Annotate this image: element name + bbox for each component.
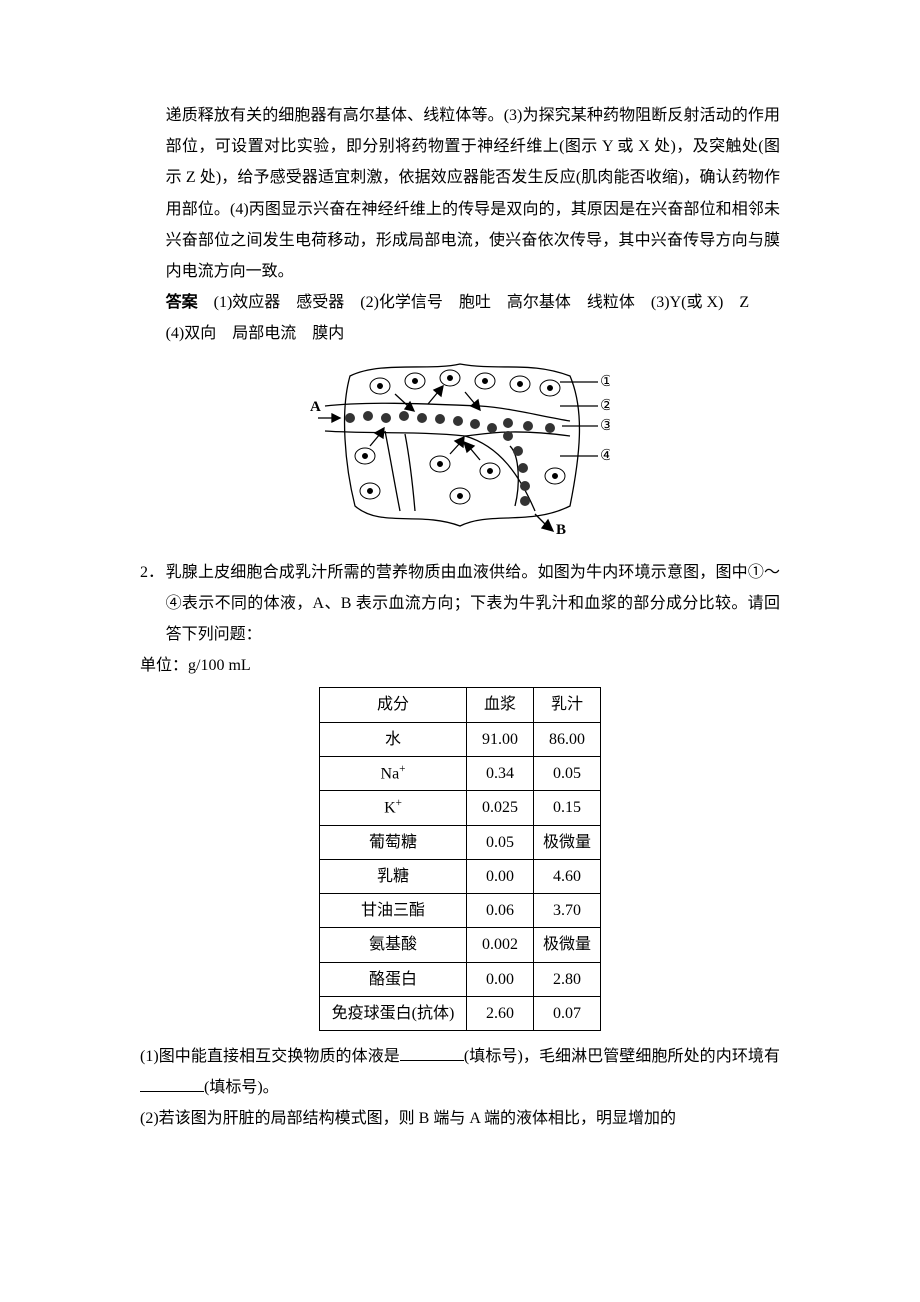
table-row: Na+0.340.05 [320,756,601,791]
answer-text: (1)效应器 感受器 (2)化学信号 胞吐 高尔基体 线粒体 (3)Y(或 X)… [166,294,766,342]
document-page: 递质释放有关的细胞器有高尔基体、线粒体等。(3)为探究某种药物阻断反射活动的作用… [0,0,920,1195]
th-plasma: 血浆 [467,688,534,722]
blank-1 [400,1044,464,1061]
th-milk: 乳汁 [534,688,601,722]
composition-table: 成分 血浆 乳汁 水91.0086.00 Na+0.340.05 K+0.025… [319,687,601,1031]
explanation-para: 递质释放有关的细胞器有高尔基体、线粒体等。(3)为探究某种药物阻断反射活动的作用… [166,100,780,287]
label-3: ③ [600,418,610,434]
table-row: 水91.0086.00 [320,722,601,756]
blank-2 [140,1075,204,1092]
label-4: ④ [600,448,610,464]
table-row: K+0.0250.15 [320,791,601,826]
cell-diagram-svg: A B ① ② ③ ④ [310,356,610,536]
question-number: 2． [140,557,166,651]
table-row: 葡萄糖0.05极微量 [320,825,601,859]
label-2: ② [600,398,610,414]
table-row: 免疫球蛋白(抗体)2.600.07 [320,996,601,1030]
th-component: 成分 [320,688,467,722]
question-lead: 乳腺上皮细胞合成乳汁所需的营养物质由血液供给。如图为牛内环境示意图，图中①～④表… [166,557,780,651]
answer-label: 答案 [166,294,198,311]
label-1: ① [600,374,610,390]
label-A: A [310,399,321,415]
label-B: B [556,522,566,536]
sub-question-1: (1)图中能直接相互交换物质的体液是(填标号)，毛细淋巴管壁细胞所处的内环境有(… [140,1041,780,1103]
table-header-row: 成分 血浆 乳汁 [320,688,601,722]
sub-question-2: (2)若该图为肝脏的局部结构模式图，则 B 端与 A 端的液体相比，明显增加的 [140,1103,780,1134]
table-row: 甘油三酯0.063.70 [320,894,601,928]
table-row: 酪蛋白0.002.80 [320,962,601,996]
figure-cell-diagram: A B ① ② ③ ④ [140,356,780,547]
answer-line: 答案 (1)效应器 感受器 (2)化学信号 胞吐 高尔基体 线粒体 (3)Y(或… [166,287,780,349]
table-row: 氨基酸0.002极微量 [320,928,601,962]
question-2: 2． 乳腺上皮细胞合成乳汁所需的营养物质由血液供给。如图为牛内环境示意图，图中①… [140,557,780,651]
table-unit: 单位：g/100 mL [140,650,780,681]
table-row: 乳糖0.004.60 [320,860,601,894]
